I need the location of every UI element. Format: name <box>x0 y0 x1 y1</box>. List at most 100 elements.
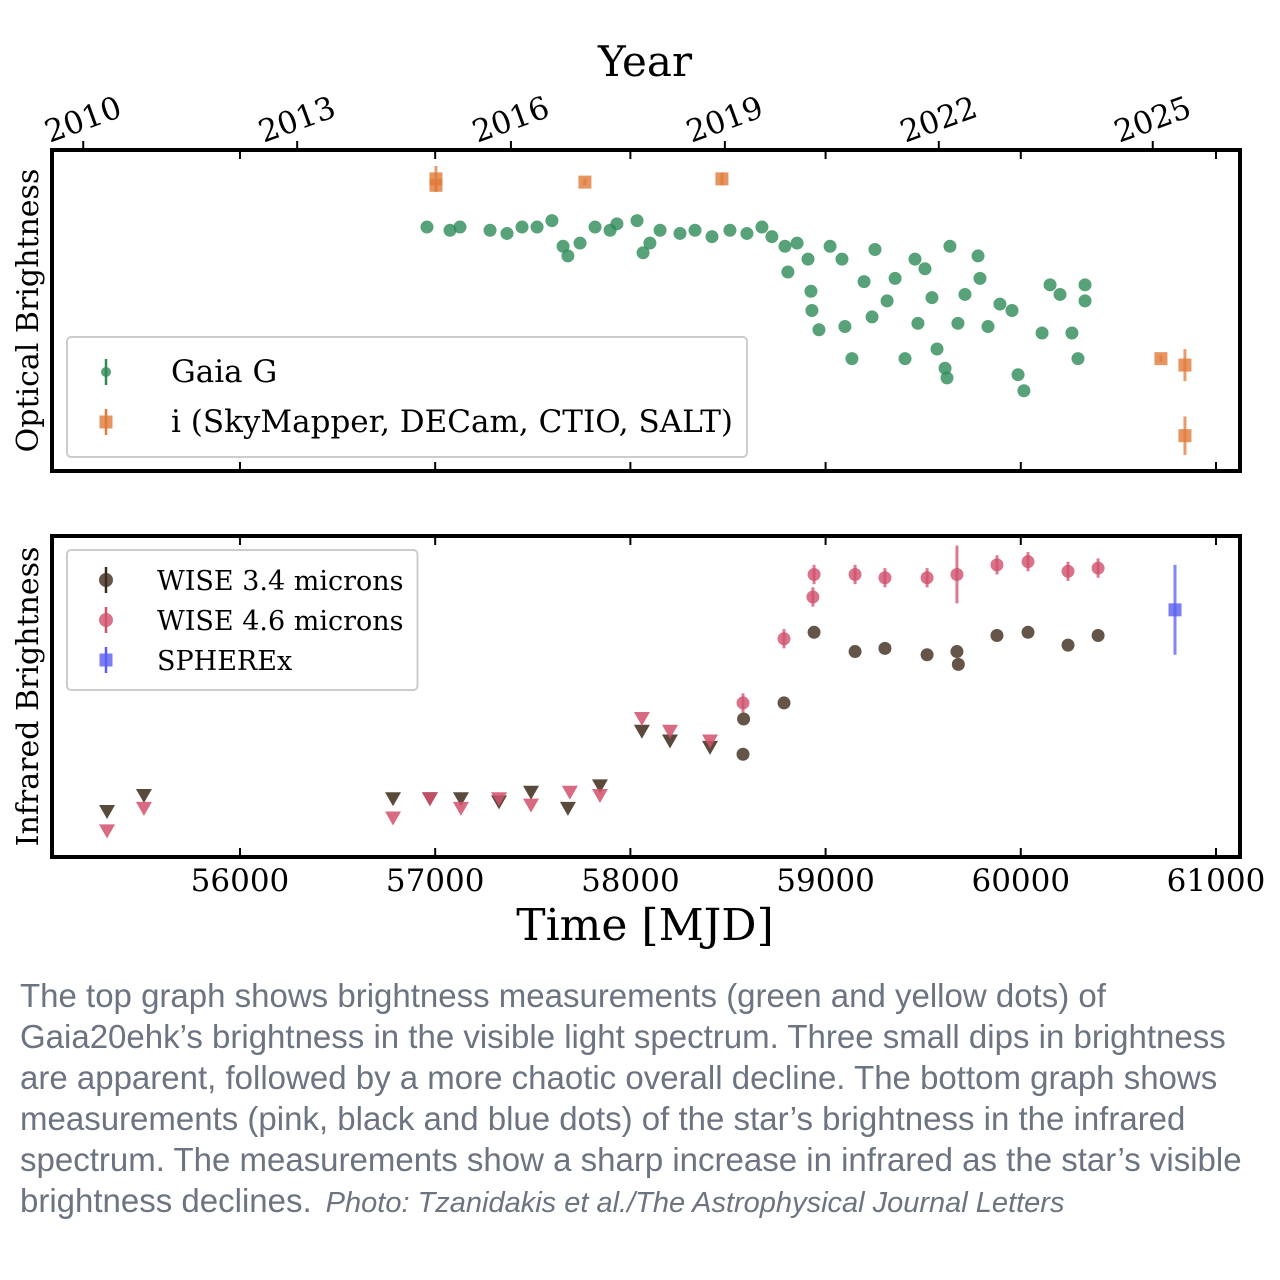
point <box>491 792 508 807</box>
point <box>990 558 1004 572</box>
point <box>1065 326 1079 340</box>
point <box>951 316 965 330</box>
point <box>556 239 570 253</box>
point <box>429 178 443 192</box>
point <box>908 252 922 266</box>
point <box>918 262 932 276</box>
point <box>715 172 729 186</box>
point <box>1071 352 1085 366</box>
point <box>385 811 402 826</box>
point <box>1168 603 1182 617</box>
legend-marker <box>101 367 111 377</box>
point <box>1154 352 1168 366</box>
point <box>636 246 650 260</box>
x-tick-label: 58000 <box>581 863 680 899</box>
legend-marker <box>99 415 113 429</box>
point <box>857 275 871 289</box>
point <box>823 239 837 253</box>
point <box>515 220 529 234</box>
point <box>950 568 964 582</box>
point <box>443 223 457 237</box>
point <box>1021 625 1035 639</box>
point <box>838 320 852 334</box>
point <box>971 249 985 263</box>
point <box>845 352 859 366</box>
point <box>807 625 821 639</box>
legend: WISE 3.4 microns WISE 4.6 microns SPHEREx <box>66 549 419 691</box>
point <box>736 747 750 761</box>
point <box>702 734 719 749</box>
point <box>591 789 608 804</box>
point <box>573 236 587 250</box>
point <box>500 226 514 240</box>
point <box>483 223 497 237</box>
point <box>806 590 820 604</box>
point <box>705 230 719 244</box>
point <box>920 648 934 662</box>
point <box>1021 555 1035 569</box>
caption-block: The top graph shows brightness measureme… <box>20 975 1260 1224</box>
point <box>1017 384 1031 398</box>
point <box>523 798 540 813</box>
point <box>781 265 795 279</box>
point <box>610 217 624 231</box>
plot-frame <box>50 534 1242 859</box>
point <box>737 712 751 726</box>
point <box>420 220 434 234</box>
point <box>835 252 849 266</box>
x-tick-label: 56000 <box>191 863 290 899</box>
point <box>1043 278 1057 292</box>
x-tick-label: 60000 <box>971 863 1070 899</box>
point <box>990 629 1004 643</box>
x2-axis-title: Year <box>597 37 693 86</box>
point <box>1091 629 1105 643</box>
point <box>993 297 1007 311</box>
point <box>765 230 779 244</box>
point <box>561 249 575 263</box>
point <box>973 271 987 285</box>
point <box>630 214 644 228</box>
point <box>880 294 894 308</box>
legend-marker <box>99 653 113 667</box>
point <box>868 243 882 257</box>
point <box>938 361 952 375</box>
point <box>755 220 769 234</box>
point <box>135 789 152 804</box>
point <box>878 641 892 655</box>
point <box>662 734 679 749</box>
point <box>943 239 957 253</box>
point <box>653 223 667 237</box>
point <box>911 316 925 330</box>
point <box>848 568 862 582</box>
point <box>135 801 152 816</box>
legend-marker <box>99 573 113 587</box>
point <box>981 320 995 334</box>
point <box>1078 294 1092 308</box>
point <box>898 352 912 366</box>
point <box>1178 358 1192 372</box>
legend-label: Gaia G <box>171 354 277 390</box>
point <box>662 724 679 739</box>
credit: Photo: Tzanidakis et al./The Astrophysic… <box>325 1187 1065 1219</box>
point <box>1011 368 1025 382</box>
point <box>559 801 576 816</box>
point <box>865 310 879 324</box>
point <box>777 632 791 646</box>
point <box>804 284 818 298</box>
point <box>878 571 892 585</box>
y-axis-title: Optical Brightness <box>11 169 46 453</box>
point <box>523 785 540 800</box>
point <box>633 724 650 739</box>
x-tick-label: 57000 <box>386 863 485 899</box>
x-axis-title: Time [MJD] <box>516 900 773 951</box>
point <box>925 291 939 305</box>
legend: Gaia G i (SkyMapper, DECam, CTIO, SALT) <box>66 336 748 458</box>
point <box>1078 278 1092 292</box>
point <box>812 323 826 337</box>
point <box>1035 326 1049 340</box>
point <box>940 371 954 385</box>
point <box>385 792 402 807</box>
caption: The top graph shows brightness measureme… <box>20 977 1242 1219</box>
legend-label: i (SkyMapper, DECam, CTIO, SALT) <box>171 404 733 440</box>
